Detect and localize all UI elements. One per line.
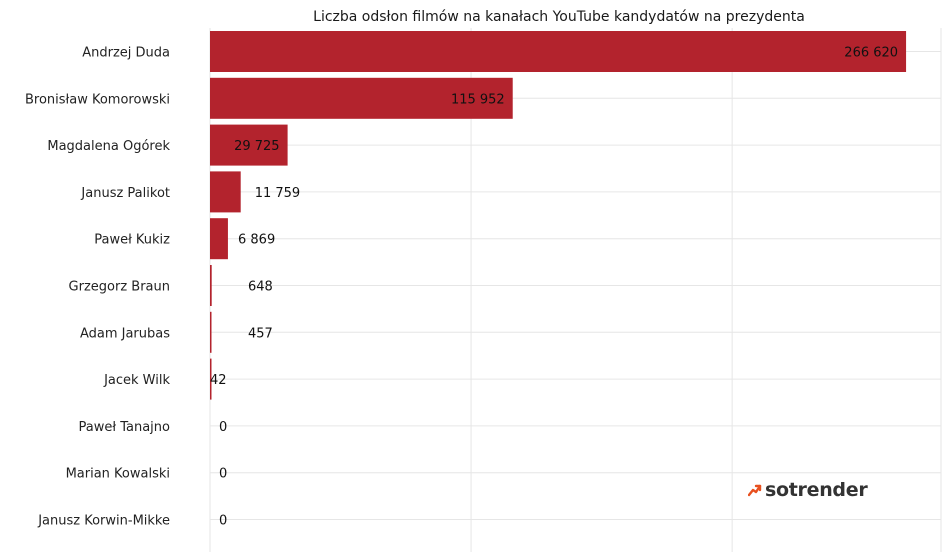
- sotrender-logo: sotrender: [748, 479, 868, 501]
- category-label: Grzegorz Braun: [69, 280, 170, 295]
- value-label: 266 620: [844, 46, 898, 61]
- value-label: 457: [248, 326, 273, 341]
- value-label: 115 952: [451, 92, 505, 107]
- category-label: Janusz Palikot: [80, 186, 170, 201]
- value-label: 0: [219, 420, 227, 435]
- bar: [210, 171, 241, 213]
- category-label: Paweł Kukiz: [94, 233, 170, 248]
- category-label: Marian Kowalski: [66, 467, 170, 482]
- category-labels: Andrzej Duda Bronisław Komorowski Magdalen…: [25, 46, 170, 529]
- value-label: 0: [219, 467, 227, 482]
- bar: [210, 77, 513, 119]
- bar: [210, 218, 228, 260]
- category-label: Janusz Korwin-Mikke: [37, 514, 170, 529]
- bar: [210, 31, 907, 72]
- value-label: 6 869: [238, 233, 275, 248]
- bar: [210, 311, 212, 353]
- trend-arrow-icon: [748, 484, 762, 497]
- bar: [210, 358, 212, 400]
- value-labels: 266 620 115 952 29 725 11 759 6 869 648 457 42 0…: [210, 46, 898, 529]
- value-label: 648: [248, 280, 273, 295]
- value-label: 0: [219, 514, 227, 529]
- category-label: Magdalena Ogórek: [47, 139, 170, 154]
- bars-group: [210, 31, 907, 400]
- value-label: 11 759: [255, 186, 301, 201]
- chart-title: Liczba odsłon filmów na kanałach YouTube…: [313, 9, 805, 25]
- category-label: Adam Jarubas: [80, 326, 170, 341]
- value-label: 42: [210, 373, 227, 388]
- category-label: Jacek Wilk: [103, 373, 170, 388]
- category-label: Paweł Tanajno: [79, 420, 170, 435]
- logo-text: sotrender: [765, 479, 868, 501]
- bar: [210, 124, 288, 166]
- category-label: Andrzej Duda: [82, 46, 170, 61]
- bar: [210, 265, 212, 306]
- value-label: 29 725: [234, 139, 280, 154]
- category-label: Bronisław Komorowski: [25, 92, 170, 107]
